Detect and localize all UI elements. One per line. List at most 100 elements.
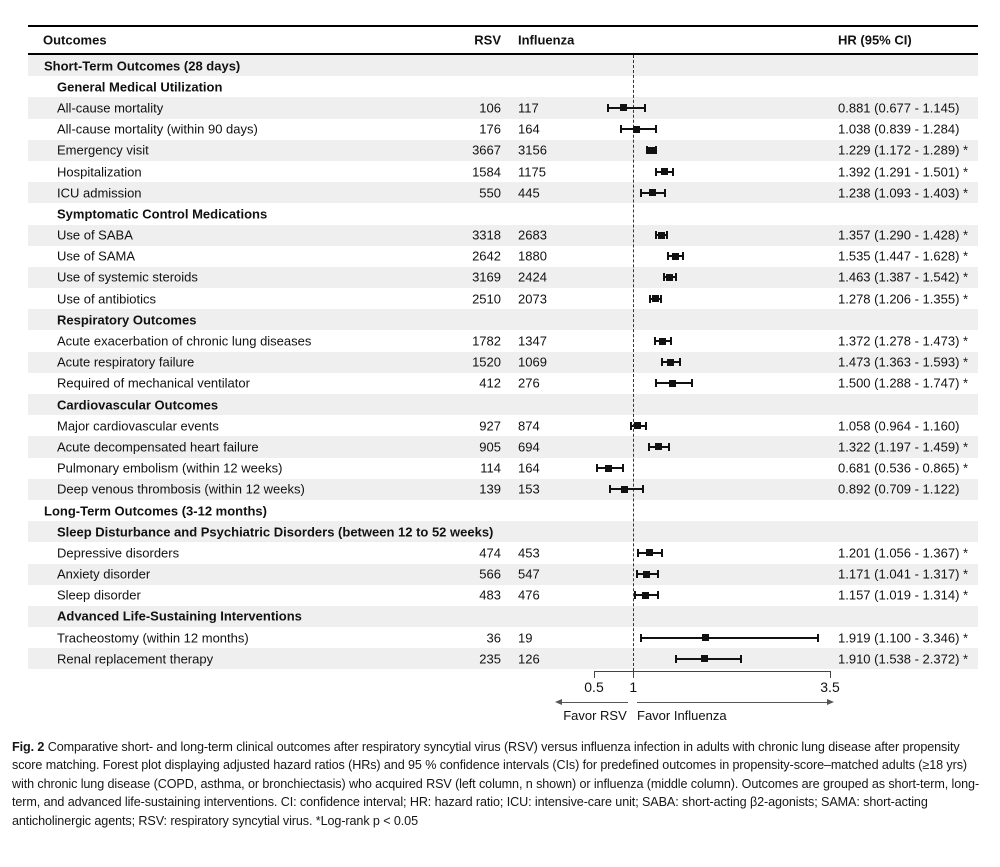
ci-cap-low — [648, 294, 651, 303]
ci-cap-low — [654, 379, 657, 388]
point-estimate-marker — [669, 379, 677, 387]
outcome-row: Hospitalization 1584 1175 1.392 (1.291 - 1.… — [28, 161, 978, 182]
point-estimate-marker — [620, 104, 628, 112]
outcome-row: All-cause mortality 106 117 0.881 (0.677 - … — [28, 97, 978, 119]
subsection-header-row: General Medical Utilization — [28, 76, 978, 97]
point-estimate-marker — [655, 443, 663, 451]
outcome-row: Acute decompensated heart failure 905 694 1… — [28, 436, 978, 458]
outcome-label: Use of systemic steroids — [57, 269, 198, 285]
influenza-count: 3156 — [518, 142, 547, 158]
ci-cap-low — [639, 188, 642, 197]
hr-ci-text: 1.372 (1.278 - 1.473) * — [838, 333, 969, 349]
ci-cap-low — [647, 442, 650, 451]
hr-ci-text: 0.881 (0.677 - 1.145) — [838, 100, 960, 116]
rsv-count: 483 — [479, 587, 501, 603]
ci-cap-low — [629, 421, 632, 430]
outcome-label: Acute decompensated heart failure — [57, 439, 259, 455]
hr-ci-text: 1.238 (1.093 - 1.403) * — [838, 185, 969, 201]
subsection-header-row: Cardiovascular Outcomes — [28, 394, 978, 416]
outcome-label: Use of SABA — [57, 227, 133, 243]
point-estimate-marker — [632, 125, 640, 133]
outcome-label: Acute respiratory failure — [57, 354, 195, 370]
hr-ci-text: 1.322 (1.197 - 1.459) * — [838, 439, 969, 455]
hr-ci-text: 1.473 (1.363 - 1.593) * — [838, 354, 969, 370]
ci-cap-high — [691, 379, 694, 388]
column-header-rsv: RSV — [474, 32, 501, 48]
ci-cap-low — [619, 125, 622, 134]
ci-cap-high — [657, 570, 660, 579]
influenza-count: 1069 — [518, 354, 547, 370]
point-estimate-marker — [659, 337, 667, 345]
outcome-label: Respiratory Outcomes — [57, 312, 197, 328]
influenza-count: 1347 — [518, 333, 547, 349]
ci-cap-low — [606, 103, 609, 112]
rsv-count: 1520 — [472, 354, 501, 370]
rsv-count: 1584 — [472, 164, 501, 180]
influenza-count: 445 — [518, 185, 540, 201]
point-estimate-marker — [666, 273, 674, 281]
outcome-label: Acute exacerbation of chronic lung disea… — [57, 333, 312, 349]
ci-cap-high — [621, 464, 624, 473]
rsv-count: 36 — [486, 630, 501, 646]
rsv-count: 2642 — [472, 248, 501, 264]
ci-cap-high — [740, 654, 743, 663]
point-estimate-marker — [701, 655, 709, 663]
ci-cap-low — [655, 167, 658, 176]
influenza-count: 19 — [518, 630, 533, 646]
point-estimate-marker — [671, 252, 679, 260]
column-header-outcomes: Outcomes — [43, 32, 107, 48]
outcome-row: Anxiety disorder 566 547 1.171 (1.041 - 1.3… — [28, 563, 978, 585]
figure-caption-label: Fig. 2 — [12, 740, 45, 754]
influenza-count: 476 — [518, 587, 540, 603]
favor-influenza-arrow-icon — [637, 699, 834, 706]
influenza-count: 126 — [518, 651, 540, 667]
axis-tick-label: 1 — [629, 679, 638, 696]
subsection-header-row: Respiratory Outcomes — [28, 309, 978, 331]
section-header-row: Long-Term Outcomes (3-12 months) — [28, 500, 978, 521]
hr-ci-text: 0.681 (0.536 - 0.865) * — [838, 460, 969, 476]
point-estimate-marker — [667, 358, 675, 366]
ci-cap-high — [668, 442, 671, 451]
point-estimate-marker — [648, 189, 656, 197]
outcome-row: Renal replacement therapy 235 126 1.910 (1.… — [28, 648, 978, 670]
rsv-count: 3667 — [472, 142, 501, 158]
rsv-count: 139 — [479, 481, 501, 497]
outcome-label: ICU admission — [57, 185, 142, 201]
outcome-row: Use of systemic steroids 3169 2424 1.463 (1… — [28, 266, 978, 289]
outcome-label: Use of SAMA — [57, 248, 136, 264]
ci-line — [641, 636, 818, 639]
hr-ci-text: 1.038 (0.839 - 1.284) — [838, 121, 960, 137]
ci-line — [675, 657, 742, 660]
hr-ci-text: 1.910 (1.538 - 2.372) * — [838, 651, 969, 667]
outcome-row: Tracheostomy (within 12 months) 36 19 1.919… — [28, 627, 978, 648]
figure-caption: Fig. 2 Comparative short- and long-term … — [12, 738, 990, 830]
ci-cap-low — [655, 231, 658, 240]
hr-ci-text: 1.463 (1.387 - 1.542) * — [838, 269, 969, 285]
influenza-count: 1880 — [518, 248, 547, 264]
ci-cap-low — [609, 485, 612, 494]
table-header-row: Outcomes RSV Influenza HR (95% CI) — [28, 27, 978, 53]
ci-cap-high — [816, 633, 819, 642]
outcome-row: Acute exacerbation of chronic lung disea… — [28, 330, 978, 351]
outcome-label: General Medical Utilization — [57, 79, 223, 95]
influenza-count: 874 — [518, 418, 540, 434]
outcome-label: Deep venous thrombosis (within 12 weeks) — [57, 481, 305, 497]
point-estimate-marker — [647, 146, 655, 154]
ci-cap-low — [640, 633, 643, 642]
ci-cap-low — [674, 654, 677, 663]
point-estimate-marker — [642, 591, 650, 599]
subsection-header-row: Advanced Life-Sustaining Interventions — [28, 605, 978, 628]
ci-cap-high — [664, 188, 667, 197]
outcome-label: Advanced Life-Sustaining Interventions — [57, 608, 302, 624]
influenza-count: 453 — [518, 545, 540, 561]
rsv-count: 114 — [480, 460, 501, 476]
hr-ci-text: 1.229 (1.172 - 1.289) * — [838, 142, 969, 158]
outcome-row: Major cardiovascular events 927 874 1.058 (… — [28, 415, 978, 436]
rsv-count: 1782 — [472, 333, 501, 349]
ci-cap-low — [595, 464, 598, 473]
influenza-count: 1175 — [518, 164, 546, 180]
subsection-header-row: Symptomatic Control Medications — [28, 203, 978, 224]
point-estimate-marker — [651, 295, 659, 303]
axis-tick-label: 0.5 — [584, 679, 604, 696]
